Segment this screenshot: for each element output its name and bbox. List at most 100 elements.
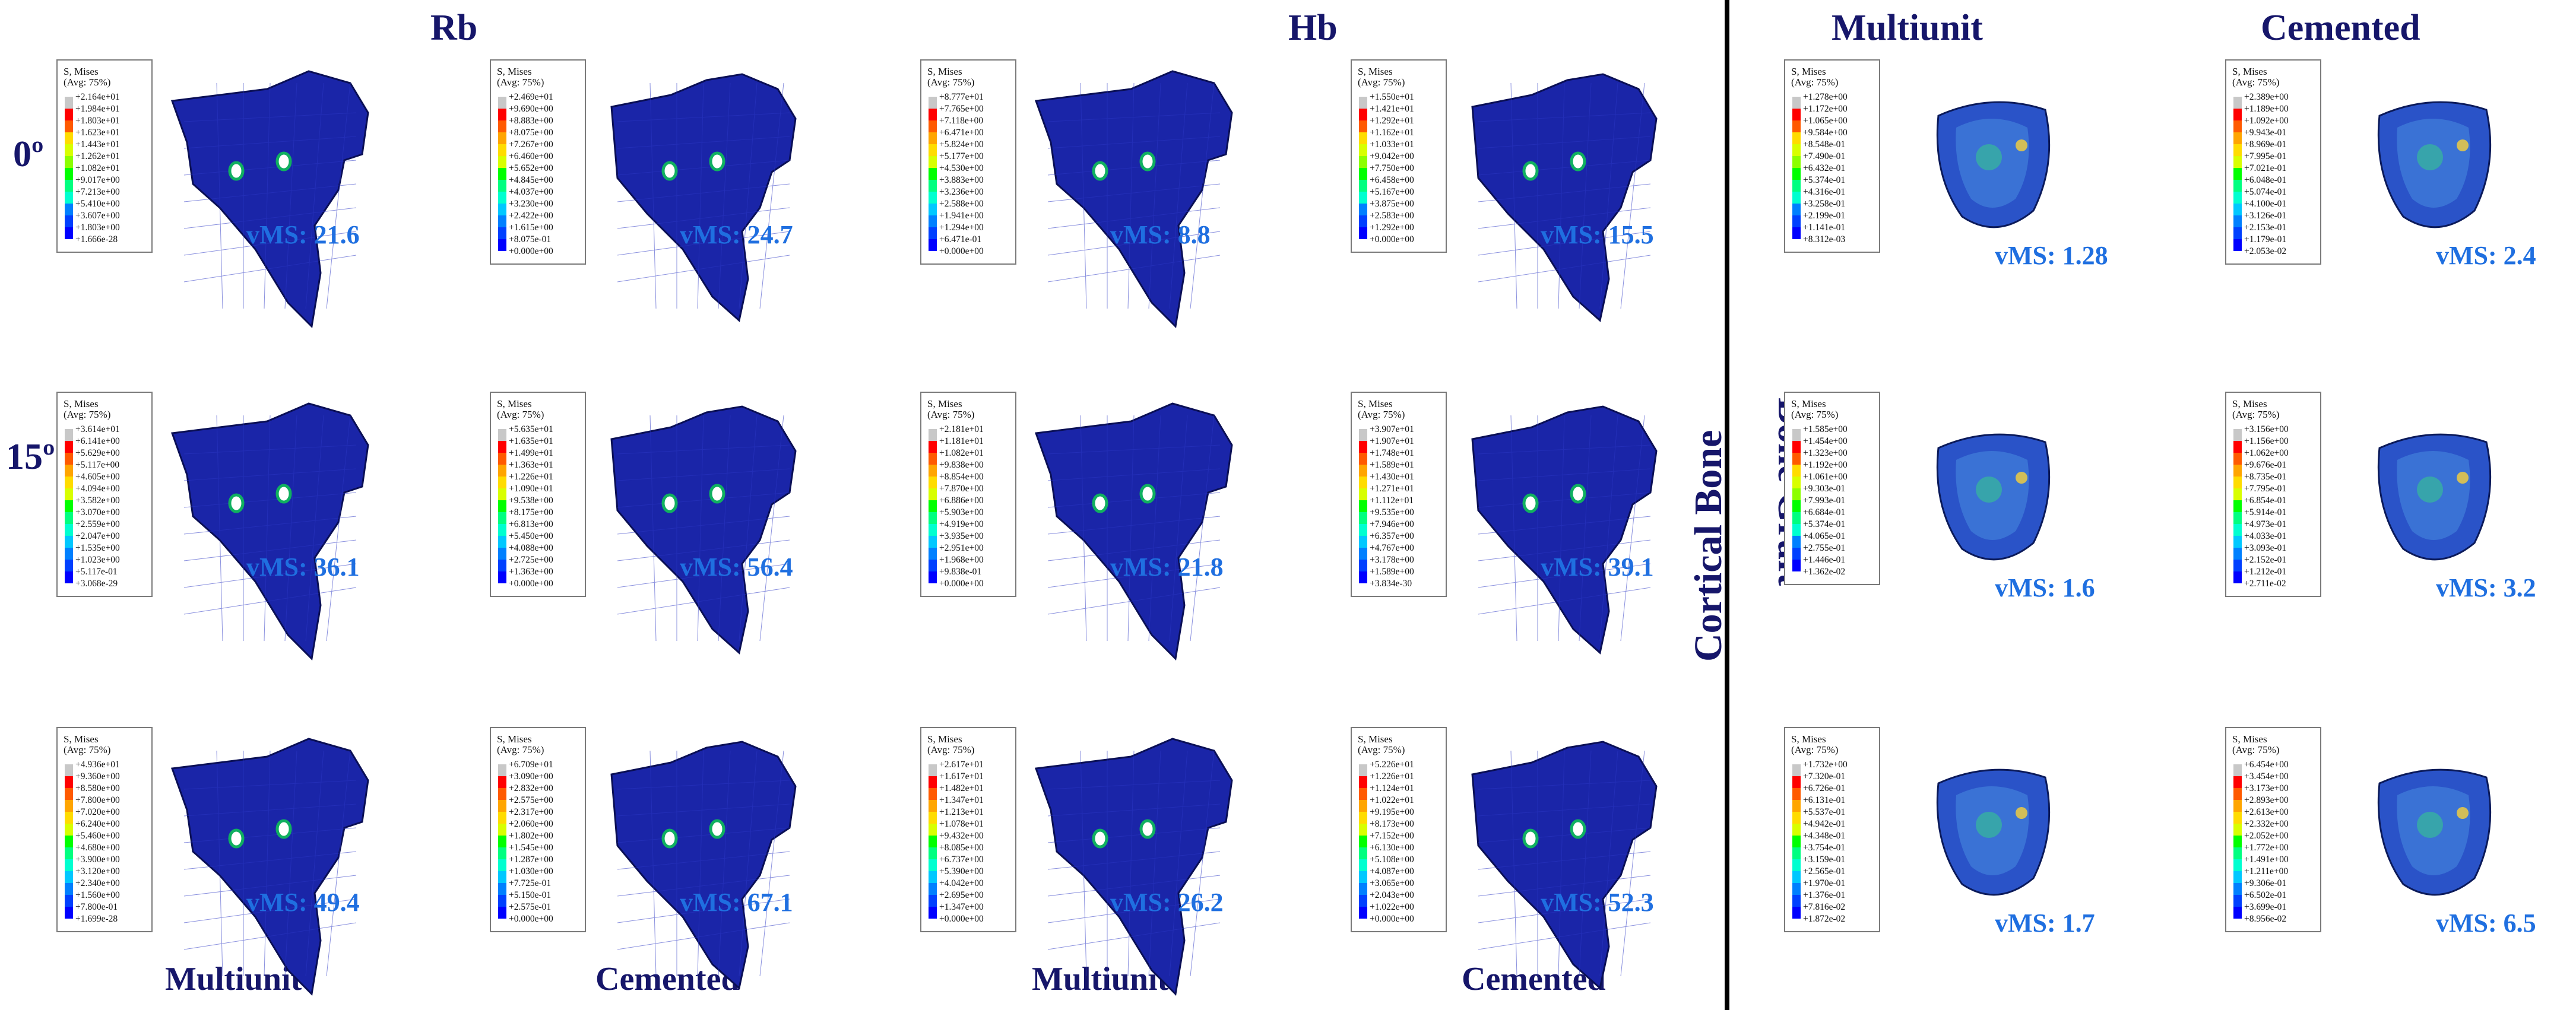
stress-legend: S, Mises (Avg: 75%) +3.156e+00 +1.156e+00 +1… <box>2225 392 2321 597</box>
legend-subtitle: (Avg: 75%) <box>64 744 111 755</box>
legend-value: +8.735e-01 <box>2244 472 2287 482</box>
colorbar-segment <box>929 132 937 144</box>
legend-value: +1.189e+00 <box>2244 104 2289 114</box>
legend-value: +8.075e+00 <box>509 128 553 138</box>
legend-title: S, Mises <box>497 398 532 409</box>
vms-value: vMS: 36.1 <box>246 552 360 582</box>
legend-value: +1.585e+00 <box>1803 424 1848 434</box>
legend-value: +9.676e-01 <box>2244 460 2287 470</box>
legend-value: +9.838e+00 <box>939 460 984 470</box>
colorbar-segment <box>498 776 506 788</box>
legend-value: +6.357e+00 <box>1370 531 1414 541</box>
legend-value: +9.042e+00 <box>1370 151 1414 161</box>
colorbar-segment <box>498 120 506 132</box>
legend-value: +2.893e+00 <box>2244 795 2289 805</box>
legend-value: +5.914e-01 <box>2244 507 2287 517</box>
legend-value: +2.153e-01 <box>2244 223 2287 233</box>
colorbar-segment <box>1359 192 1367 204</box>
legend-value: +2.951e+00 <box>939 543 984 553</box>
colorbar-segment <box>1792 836 1801 847</box>
colorbar-segment <box>1792 204 1801 215</box>
colorbar-segment <box>498 907 506 919</box>
legend-value: +9.943e-01 <box>2244 128 2287 138</box>
legend-colorbar <box>1359 429 1367 583</box>
maxilla-model <box>1034 402 1233 661</box>
header-graft-multiunit: Multiunit <box>1832 8 1983 48</box>
legend-value: +7.213e+00 <box>75 187 120 197</box>
header-rb: Rb <box>430 8 478 48</box>
legend-value: +6.854e-01 <box>2244 496 2287 506</box>
colorbar-segment <box>929 871 937 883</box>
legend-value: +2.711e-02 <box>2244 579 2286 589</box>
colorbar-segment <box>65 764 73 776</box>
legend-value: +7.750e+00 <box>1370 163 1414 173</box>
legend-value: +2.181e+01 <box>939 424 984 434</box>
legend-title: S, Mises <box>1791 398 1826 409</box>
legend-value: +9.306e-01 <box>2244 878 2287 888</box>
colorbar-segment <box>65 883 73 895</box>
legend-value: +7.765e+00 <box>939 104 984 114</box>
colorbar-segment <box>929 836 937 847</box>
legend-value: +6.432e-01 <box>1803 163 1846 173</box>
colorbar-segment <box>65 132 73 144</box>
colorbar-segment <box>929 824 937 836</box>
colorbar-segment <box>2233 836 2242 847</box>
stress-legend: S, Mises (Avg: 75%) +6.454e+00 +3.454e+00 +3… <box>2225 727 2321 932</box>
legend-value: +6.813e+00 <box>509 519 553 529</box>
legend-title: S, Mises <box>2232 398 2267 409</box>
maxilla-model <box>170 402 369 661</box>
colorbar-segment <box>65 109 73 120</box>
legend-value: +1.362e-02 <box>1803 567 1846 577</box>
legend-value: +6.684e-01 <box>1803 507 1846 517</box>
colorbar-segment <box>929 764 937 776</box>
legend-value: +1.615e+00 <box>509 223 553 233</box>
colorbar-segment <box>1359 488 1367 500</box>
colorbar-segment <box>1359 764 1367 776</box>
legend-value: +4.316e-01 <box>1803 187 1846 197</box>
legend-subtitle: (Avg: 75%) <box>497 409 544 420</box>
legend-title: S, Mises <box>64 733 99 745</box>
legend-value: +1.454e+00 <box>1803 436 1848 446</box>
legend-subtitle: (Avg: 75%) <box>1358 744 1405 755</box>
colorbar-segment <box>2233 512 2242 524</box>
maxilla-model <box>610 405 797 655</box>
colorbar-segment <box>65 776 73 788</box>
implant-hole <box>1522 161 1539 181</box>
colorbar-segment <box>929 192 937 204</box>
colorbar-segment <box>929 227 937 239</box>
legend-value: +2.317e+00 <box>509 807 553 817</box>
legend-subtitle: (Avg: 75%) <box>927 744 975 755</box>
colorbar-segment <box>65 192 73 204</box>
colorbar-segment <box>1792 512 1801 524</box>
colorbar-segment <box>1359 871 1367 883</box>
legend-value: +6.886e+00 <box>939 496 984 506</box>
colorbar-segment <box>65 429 73 441</box>
legend-value: +4.605e+00 <box>75 472 120 482</box>
legend-value: +5.108e+00 <box>1370 855 1414 865</box>
colorbar-segment <box>1359 465 1367 477</box>
legend-value: +9.360e+00 <box>75 771 120 782</box>
colorbar-segment <box>498 500 506 512</box>
colorbar-segment <box>1792 764 1801 776</box>
legend-value: +3.699e-01 <box>2244 902 2287 912</box>
colorbar-segment <box>65 512 73 524</box>
colorbar-segment <box>2233 824 2242 836</box>
colorbar-segment <box>1359 500 1367 512</box>
legend-value: +2.832e+00 <box>509 783 553 793</box>
legend-value: +6.048e-01 <box>2244 175 2287 185</box>
colorbar-segment <box>1359 788 1367 800</box>
legend-value: +2.583e+00 <box>1370 211 1414 221</box>
legend-value: +6.709e+01 <box>509 760 553 770</box>
legend-value: +1.179e-01 <box>2244 234 2287 244</box>
colorbar-segment <box>1792 907 1801 919</box>
legend-colorbar <box>498 97 506 251</box>
vms-value: vMS: 1.28 <box>1995 241 2108 270</box>
legend-value: +1.213e+01 <box>939 807 984 817</box>
legend-value: +1.287e+00 <box>509 855 553 865</box>
colorbar-segment <box>2233 120 2242 132</box>
maxilla-stress-plot <box>610 405 797 655</box>
colorbar-segment <box>1359 560 1367 571</box>
colorbar-segment <box>1792 812 1801 824</box>
legend-value: +1.535e+00 <box>75 543 120 553</box>
stress-legend: S, Mises (Avg: 75%) +2.181e+01 +1.181e+01 +1… <box>920 392 1016 597</box>
